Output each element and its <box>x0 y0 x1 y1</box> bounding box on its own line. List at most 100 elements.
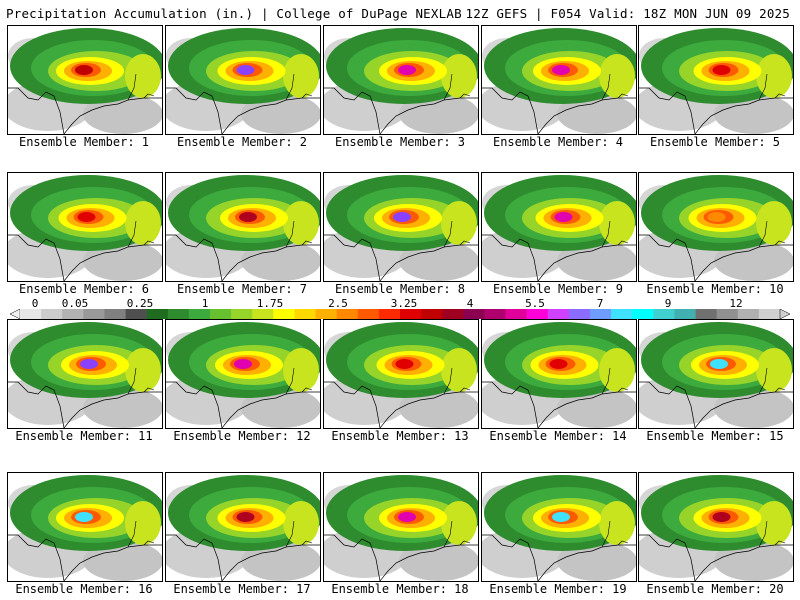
colorbar-tick-label: 0.25 <box>126 297 154 310</box>
precip-map <box>324 173 478 281</box>
colorbar-bin <box>632 309 654 319</box>
colorbar-bin <box>695 309 717 319</box>
colorbar-bin <box>568 309 591 319</box>
colorbar-bin <box>62 309 84 319</box>
ensemble-panel-12 <box>165 319 321 429</box>
ensemble-member-label: Ensemble Member: 15 <box>646 429 784 443</box>
ensemble-member-label: Ensemble Member: 6 <box>18 282 150 296</box>
precip-map <box>639 320 793 428</box>
colorbar-bin <box>547 309 570 319</box>
colorbar-tick-label: 0 <box>31 297 39 310</box>
colorbar-bin <box>188 309 211 319</box>
ensemble-member-label: Ensemble Member: 14 <box>489 429 627 443</box>
colorbar-bin <box>421 309 443 319</box>
colorbar-tick-label: 1.75 <box>256 297 284 310</box>
colorbar-bin <box>294 309 316 319</box>
ensemble-member-label: Ensemble Member: 3 <box>334 135 466 149</box>
ensemble-member-label: Ensemble Member: 11 <box>15 429 153 443</box>
colorbar-bin <box>210 309 232 319</box>
precip-map <box>8 173 162 281</box>
precip-map <box>166 26 320 134</box>
map-title: Precipitation Accumulation (in.) | Colle… <box>6 6 462 21</box>
colorbar-bin <box>653 309 675 319</box>
ensemble-member-label: Ensemble Member: 9 <box>492 282 624 296</box>
colorbar-bin <box>484 309 506 319</box>
ensemble-panel-7 <box>165 172 321 282</box>
colorbar-tick-label: 2.5 <box>328 297 348 310</box>
ensemble-panel-2 <box>165 25 321 135</box>
colorbar-tick-label: 3.25 <box>390 297 418 310</box>
colorbar-bin <box>526 309 549 319</box>
colorbar-bin <box>125 309 147 319</box>
colorbar-bin <box>674 309 696 319</box>
precip-map <box>8 320 162 428</box>
colorbar-bin <box>146 309 169 319</box>
ensemble-panel-14 <box>481 319 637 429</box>
colorbar-bin <box>83 309 105 319</box>
colorbar-bin <box>41 309 63 319</box>
colorbar-tick-label: 7 <box>596 297 604 310</box>
colorbar-bin <box>611 309 633 319</box>
ensemble-panel-15 <box>638 319 794 429</box>
colorbar-bin <box>463 309 485 319</box>
colorbar-bin <box>104 309 126 319</box>
colorbar-tick-label: 5.5 <box>525 297 545 310</box>
colorbar-bin <box>336 309 359 319</box>
colorbar-bin <box>167 309 190 319</box>
ensemble-member-label: Ensemble Member: 10 <box>646 282 784 296</box>
ensemble-member-label: Ensemble Member: 16 <box>15 582 153 596</box>
precip-colorbar <box>10 309 790 319</box>
ensemble-member-label: Ensemble Member: 8 <box>334 282 466 296</box>
precip-map <box>639 173 793 281</box>
precip-map <box>482 26 636 134</box>
precip-map <box>166 320 320 428</box>
ensemble-panel-9 <box>481 172 637 282</box>
ensemble-panel-4 <box>481 25 637 135</box>
ensemble-member-label: Ensemble Member: 18 <box>331 582 469 596</box>
colorbar-bin <box>273 309 295 319</box>
ensemble-panel-1 <box>7 25 163 135</box>
colorbar-bin <box>378 309 401 319</box>
ensemble-panel-5 <box>638 25 794 135</box>
ensemble-panel-20 <box>638 472 794 582</box>
ensemble-panel-13 <box>323 319 479 429</box>
colorbar-bin <box>590 309 612 319</box>
precip-map <box>639 473 793 581</box>
ensemble-member-label: Ensemble Member: 13 <box>331 429 469 443</box>
colorbar-bin <box>716 309 739 319</box>
colorbar-tick-label: 0.05 <box>61 297 89 310</box>
colorbar-bin <box>442 309 464 319</box>
ensemble-panel-8 <box>323 172 479 282</box>
ensemble-panel-11 <box>7 319 163 429</box>
precip-map <box>166 473 320 581</box>
colorbar-tick-label: 9 <box>664 297 672 310</box>
precip-map <box>482 173 636 281</box>
precip-map <box>8 26 162 134</box>
colorbar-tick-label: 1 <box>201 297 209 310</box>
colorbar-bin <box>315 309 337 319</box>
ensemble-member-label: Ensemble Member: 1 <box>18 135 150 149</box>
ensemble-panel-16 <box>7 472 163 582</box>
precip-map <box>324 320 478 428</box>
ensemble-panel-6 <box>7 172 163 282</box>
ensemble-member-label: Ensemble Member: 7 <box>176 282 308 296</box>
ensemble-panel-3 <box>323 25 479 135</box>
colorbar-bin <box>758 309 781 319</box>
ensemble-panel-10 <box>638 172 794 282</box>
model-valid-time: 12Z GEFS | F054 Valid: 18Z MON JUN 09 20… <box>465 6 790 21</box>
ensemble-member-label: Ensemble Member: 20 <box>646 582 784 596</box>
colorbar-tick-label: 4 <box>466 297 474 310</box>
ensemble-member-label: Ensemble Member: 5 <box>649 135 781 149</box>
ensemble-member-label: Ensemble Member: 19 <box>489 582 627 596</box>
precip-map <box>324 26 478 134</box>
ensemble-panel-18 <box>323 472 479 582</box>
ensemble-panel-17 <box>165 472 321 582</box>
ensemble-member-label: Ensemble Member: 4 <box>492 135 624 149</box>
precip-map <box>482 320 636 428</box>
precip-map <box>324 473 478 581</box>
colorbar-bin <box>737 309 760 319</box>
colorbar-bin <box>505 309 527 319</box>
colorbar-right-arrow <box>779 309 790 319</box>
colorbar-left-arrow <box>10 309 21 319</box>
colorbar-bin <box>20 309 42 319</box>
